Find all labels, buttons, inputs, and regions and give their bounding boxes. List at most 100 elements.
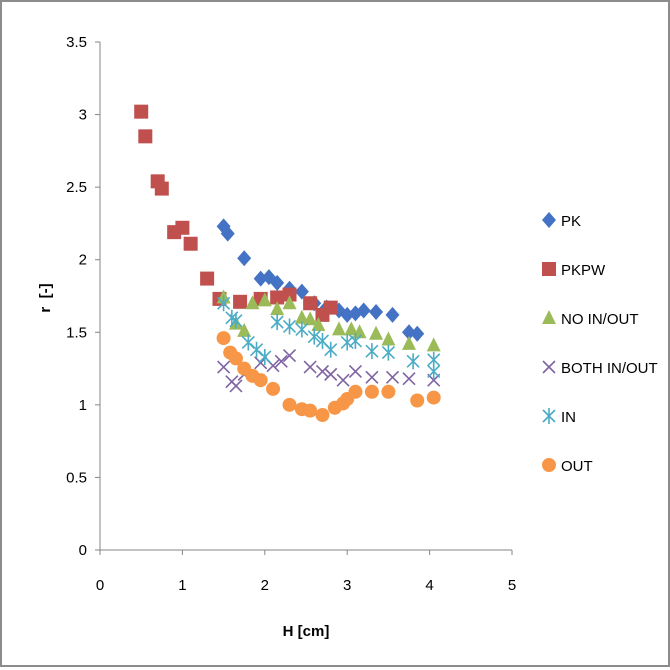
y-axis-ticks: 0 0.5 1 1.5 2 2.5 3 3.5	[66, 34, 100, 559]
data-point	[307, 328, 321, 345]
data-point	[241, 334, 255, 351]
data-point	[294, 283, 309, 300]
data-point	[134, 104, 149, 119]
legend-item: OUT	[542, 458, 593, 475]
x-tick-label: 2	[261, 577, 269, 594]
data-point	[402, 372, 416, 386]
data-point	[369, 325, 384, 340]
data-point	[427, 363, 441, 380]
data-point	[369, 303, 384, 320]
data-point	[303, 360, 317, 374]
legend-label: IN	[561, 409, 576, 426]
data-point	[303, 311, 318, 326]
data-point	[233, 294, 248, 309]
data-point	[344, 321, 359, 336]
legend-marker	[542, 458, 556, 472]
data-point	[270, 314, 284, 331]
data-point	[315, 408, 330, 423]
y-tick-label: 2	[79, 252, 87, 269]
series-4	[217, 295, 441, 380]
data-point	[315, 364, 330, 379]
legend-item: PKPW	[542, 262, 606, 279]
data-point	[274, 354, 288, 368]
data-point	[381, 331, 396, 346]
data-point	[229, 379, 243, 393]
x-tick-label: 1	[178, 577, 186, 594]
data-point	[324, 341, 338, 358]
x-tick-label: 5	[508, 577, 516, 594]
legend-marker	[542, 360, 556, 374]
y-tick-label: 1.5	[66, 324, 87, 341]
data-point	[348, 332, 363, 349]
data-point	[183, 236, 198, 251]
legend-marker	[542, 262, 556, 276]
legend-marker	[542, 212, 556, 228]
data-point	[175, 220, 190, 235]
y-tick-label: 1	[79, 397, 87, 414]
data-point	[365, 370, 379, 384]
data-point	[410, 393, 425, 408]
legend-item: IN	[542, 408, 576, 426]
data-point	[381, 344, 395, 361]
data-point	[217, 295, 231, 312]
data-point	[311, 317, 326, 332]
data-point	[348, 364, 363, 379]
y-tick-label: 3	[79, 107, 87, 124]
data-point	[257, 292, 272, 307]
data-point	[282, 287, 297, 302]
y-tick-label: 0.5	[66, 469, 87, 486]
data-point	[217, 360, 231, 374]
data-point	[348, 384, 363, 399]
data-point	[270, 290, 285, 305]
y-axis-title: r [-]	[37, 283, 54, 312]
x-tick-label: 3	[343, 577, 351, 594]
data-point	[406, 353, 420, 370]
data-point	[426, 390, 441, 405]
data-point	[364, 384, 379, 399]
legend: PK PKPW NO IN/OUT BOTH IN/OUT IN OUT	[542, 212, 658, 475]
data-point	[294, 309, 309, 324]
data-point	[282, 295, 297, 310]
data-point	[245, 295, 260, 310]
x-axis-ticks: 0 1 2 3 4 5	[96, 550, 516, 594]
legend-item: PK	[542, 212, 581, 230]
data-point	[282, 318, 297, 335]
data-point	[303, 403, 318, 418]
x-tick-label: 0	[96, 577, 104, 594]
series-1	[134, 104, 338, 322]
data-point	[220, 225, 235, 242]
data-point	[200, 271, 215, 286]
data-point	[385, 306, 400, 323]
data-point	[154, 181, 169, 196]
data-point	[270, 301, 285, 316]
data-point	[303, 296, 318, 311]
data-point	[356, 302, 371, 319]
legend-item: NO IN/OUT	[542, 310, 639, 328]
legend-label: BOTH IN/OUT	[561, 360, 658, 377]
legend-marker	[542, 408, 556, 424]
legend-label: NO IN/OUT	[561, 311, 639, 328]
data-point	[385, 370, 400, 384]
data-point	[282, 348, 297, 363]
series-3	[217, 348, 441, 393]
data-point	[270, 274, 285, 291]
data-point	[249, 341, 264, 358]
x-tick-label: 4	[425, 577, 433, 594]
legend-marker	[542, 310, 556, 324]
legend-label: PKPW	[561, 262, 606, 279]
data-point	[381, 384, 396, 399]
data-point	[402, 335, 416, 350]
y-tick-label: 0	[79, 542, 87, 559]
data-point	[323, 300, 338, 315]
data-point	[237, 322, 252, 337]
data-point	[237, 250, 252, 267]
legend-label: OUT	[561, 458, 593, 475]
x-axis-title: H [cm]	[283, 623, 330, 640]
series-5	[216, 331, 441, 423]
data-point	[253, 373, 268, 388]
data-point	[365, 343, 379, 360]
series-points	[134, 104, 441, 423]
data-point	[229, 312, 243, 329]
data-point	[410, 325, 425, 342]
